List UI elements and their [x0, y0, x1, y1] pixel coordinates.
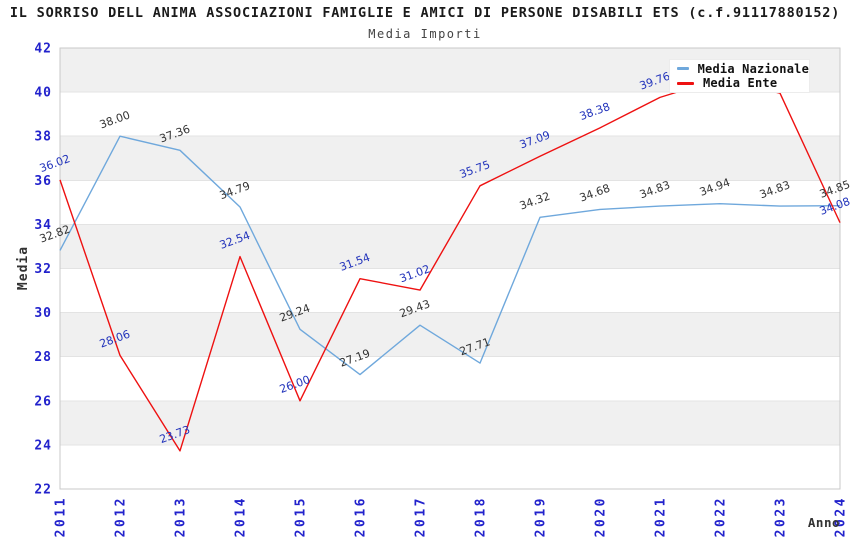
grid-band: [60, 312, 840, 357]
plot-border: [59, 47, 841, 490]
x-tick-label: 2020: [594, 496, 609, 537]
grid-band: [60, 400, 840, 445]
legend-label-media-nazionale: Media Nazionale: [697, 61, 809, 76]
y-tick-label: 34: [34, 218, 52, 233]
red-line-swatch-icon: [677, 81, 694, 85]
series-line-media-nazionale: [59, 135, 841, 376]
point-label: 34.32: [518, 190, 552, 213]
point-label: 34.68: [578, 182, 612, 205]
y-tick-label: 36: [34, 174, 52, 189]
x-tick-label: 2015: [294, 496, 309, 537]
x-tick-label: 2024: [834, 496, 849, 537]
point-label: 34.79: [218, 179, 252, 202]
y-tick-label: 40: [34, 86, 52, 101]
x-axis-title: Anno: [808, 515, 840, 530]
chart-title: IL SORRISO DELL ANIMA ASSOCIAZIONI FAMIG…: [9, 5, 841, 21]
y-tick-label: 30: [34, 306, 52, 321]
y-tick-label: 24: [34, 438, 52, 453]
x-tick-label: 2011: [54, 496, 69, 537]
point-label: 34.83: [758, 178, 792, 201]
point-label: 26.00: [278, 373, 312, 396]
x-tick-label: 2019: [534, 496, 549, 537]
legend-item-media-ente: Media Ente: [677, 77, 809, 89]
x-tick-label: 2016: [354, 496, 369, 537]
y-axis-title: Media: [16, 246, 31, 290]
y-tick-label: 26: [34, 394, 52, 409]
x-tick-label: 2014: [234, 496, 249, 537]
legend-item-media-nazionale: Media Nazionale: [677, 63, 809, 75]
blue-line-swatch-icon: [677, 67, 689, 71]
legend: Media Nazionale Media Ente: [669, 59, 810, 93]
legend-label-media-ente: Media Ente: [703, 76, 778, 91]
y-tick-label: 32: [34, 262, 52, 277]
x-tick-label: 2013: [174, 496, 189, 537]
chart-subtitle: Media Importi: [368, 27, 482, 41]
y-tick-label: 38: [34, 130, 52, 145]
point-label: 34.83: [638, 178, 672, 201]
x-tick-label: 2017: [414, 496, 429, 537]
x-tick-label: 2023: [774, 496, 789, 537]
point-label: 38.38: [578, 100, 612, 123]
point-label: 38.00: [98, 108, 132, 131]
x-tick-label: 2022: [714, 496, 729, 537]
grid-band: [60, 224, 840, 269]
x-tick-label: 2018: [474, 496, 489, 537]
y-tick-label: 42: [34, 42, 52, 57]
y-tick-label: 22: [34, 483, 52, 498]
x-tick-label: 2012: [114, 496, 129, 537]
grid-band: [60, 136, 840, 181]
x-tick-label: 2021: [654, 496, 669, 537]
y-tick-label: 28: [34, 350, 52, 365]
